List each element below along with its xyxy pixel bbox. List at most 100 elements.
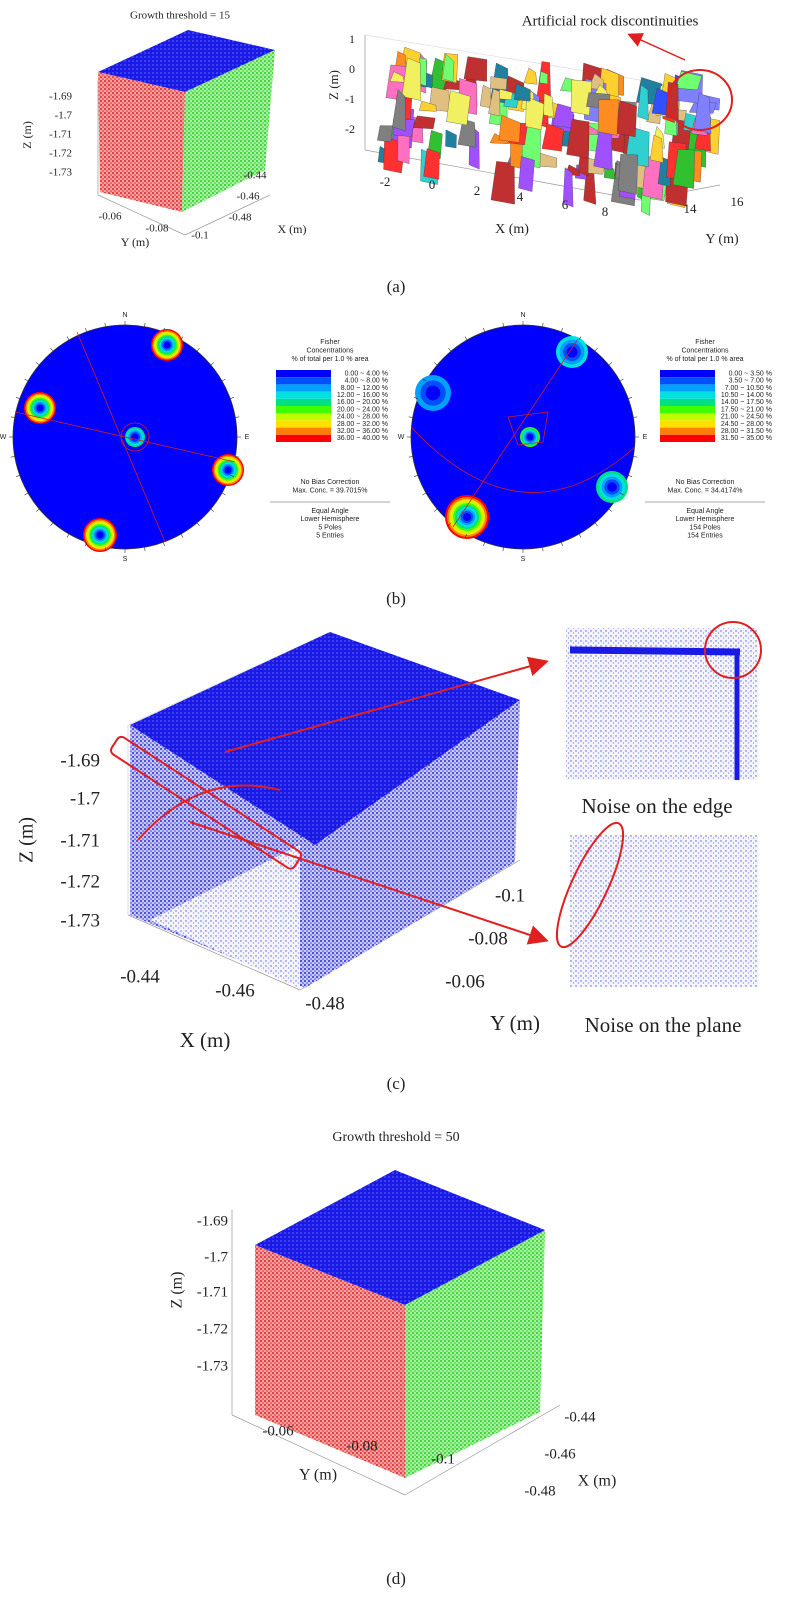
tick-mark	[595, 348, 598, 351]
rock-facet	[446, 91, 470, 126]
tick-label: -0.44	[564, 1409, 596, 1425]
legend-swatch	[660, 370, 715, 377]
axis-label: Y (m)	[705, 232, 739, 247]
legend-note: Equal Angle	[686, 508, 723, 515]
tick-label: -1.69	[49, 91, 72, 103]
tick-label: -1.73	[60, 910, 100, 931]
rock-facet	[464, 57, 487, 82]
tick-label: 1	[349, 32, 355, 46]
tick-label: -1.72	[49, 148, 72, 160]
rock-facet	[377, 126, 392, 142]
tick-mark	[503, 323, 504, 327]
tick-label: -0.1	[495, 885, 525, 906]
legend-swatch	[660, 420, 715, 427]
legend-swatch	[276, 377, 331, 384]
legend-title: Concentrations	[306, 347, 354, 354]
tick-label: -2	[345, 122, 355, 136]
direction-label: N	[520, 312, 525, 319]
legend-title: % of total per 1.0 % area	[666, 356, 743, 363]
tick-label: -0.46	[215, 980, 255, 1001]
legend-label: 24.00 ~ 28.00 %	[337, 414, 388, 421]
tick-mark	[181, 534, 183, 537]
tick-label: -1.69	[197, 1213, 228, 1229]
tick-mark	[211, 509, 214, 512]
tick-mark	[483, 542, 484, 546]
tick-mark	[503, 547, 504, 551]
tick-mark	[25, 493, 28, 495]
inset	[570, 835, 758, 987]
direction-label: S	[521, 556, 526, 563]
legend-note: 5 Entries	[316, 533, 344, 540]
tick-mark	[409, 417, 413, 418]
tick-label: -1.7	[70, 788, 100, 809]
legend-swatch	[660, 435, 715, 442]
edge-noise	[570, 650, 740, 652]
rock-facet	[445, 130, 456, 148]
legend-label: 24.50 ~ 28.00 %	[721, 421, 772, 428]
tick-mark	[579, 534, 581, 537]
tick-mark	[105, 323, 106, 327]
concentration	[37, 405, 44, 412]
page: Growth threshold = 15-1.69-1.7-1.71-1.72…	[0, 0, 792, 1600]
tick-label: 0	[429, 177, 436, 192]
tick-mark	[609, 509, 612, 512]
tick-mark	[595, 523, 598, 526]
tick-mark	[211, 362, 214, 365]
tick-mark	[85, 328, 86, 332]
tick-label: -1.71	[49, 129, 72, 141]
legend-note: Lower Hemisphere	[301, 516, 360, 523]
rock-facet	[618, 154, 638, 194]
tick-mark	[11, 417, 15, 418]
tick-mark	[16, 475, 20, 476]
tick-label: -1.71	[197, 1284, 228, 1300]
cube-face	[98, 72, 185, 212]
legend-note: No Bias Correction	[301, 479, 360, 486]
concentration	[426, 386, 441, 401]
tick-label: -0.08	[468, 928, 508, 949]
axis-label: X (m)	[180, 1028, 231, 1052]
rock-facet	[650, 135, 663, 163]
rock-facet	[480, 85, 491, 108]
direction-label: W	[0, 434, 7, 441]
legend-swatch	[660, 377, 715, 384]
legend-label: 8.00 ~ 12.00 %	[341, 385, 388, 392]
direction-label: N	[122, 312, 127, 319]
legend-note: Max. Conc. = 34.4174%	[668, 487, 743, 494]
inset-label: Noise on the edge	[581, 794, 732, 818]
arrow	[630, 35, 685, 60]
tick-label: -1	[345, 92, 355, 106]
legend-label: 31.50 ~ 35.00 %	[721, 435, 772, 442]
legend-label: 20.00 ~ 24.00 %	[337, 406, 388, 413]
axis-label: Z (m)	[16, 817, 38, 863]
tick-label: -0.06	[262, 1423, 294, 1439]
concentration	[97, 532, 104, 539]
tick-mark	[25, 379, 28, 381]
legend-title: Concentrations	[681, 347, 729, 354]
tick-label: -0.08	[146, 223, 169, 235]
annotation: Artificial rock discontinuities	[522, 13, 699, 29]
legend-label: 32.00 ~ 36.00 %	[337, 428, 388, 435]
tick-mark	[67, 534, 69, 537]
direction-label: E	[643, 434, 648, 441]
tick-label: -0.46	[237, 191, 260, 203]
legend-note: No Bias Correction	[676, 479, 735, 486]
tick-mark	[542, 323, 543, 327]
axis-label: X (m)	[578, 1473, 617, 1490]
concentration	[607, 482, 617, 492]
legend-swatch	[276, 370, 331, 377]
tick-mark	[222, 379, 225, 381]
axis-label: X (m)	[495, 222, 529, 237]
legend-swatch	[660, 392, 715, 399]
tick-label: -0.08	[346, 1438, 377, 1454]
tick-mark	[36, 362, 39, 365]
legend-swatch	[660, 384, 715, 391]
rock-facet	[616, 101, 637, 137]
tick-mark	[36, 509, 39, 512]
legend-note: Equal Angle	[311, 508, 348, 515]
legend-note: Lower Hemisphere	[676, 516, 735, 523]
legend-swatch	[276, 413, 331, 420]
concentration	[164, 342, 171, 349]
concentration	[225, 467, 232, 474]
tick-label: -0.06	[99, 211, 122, 223]
legend-label: 4.00 ~ 8.00 %	[345, 378, 388, 385]
